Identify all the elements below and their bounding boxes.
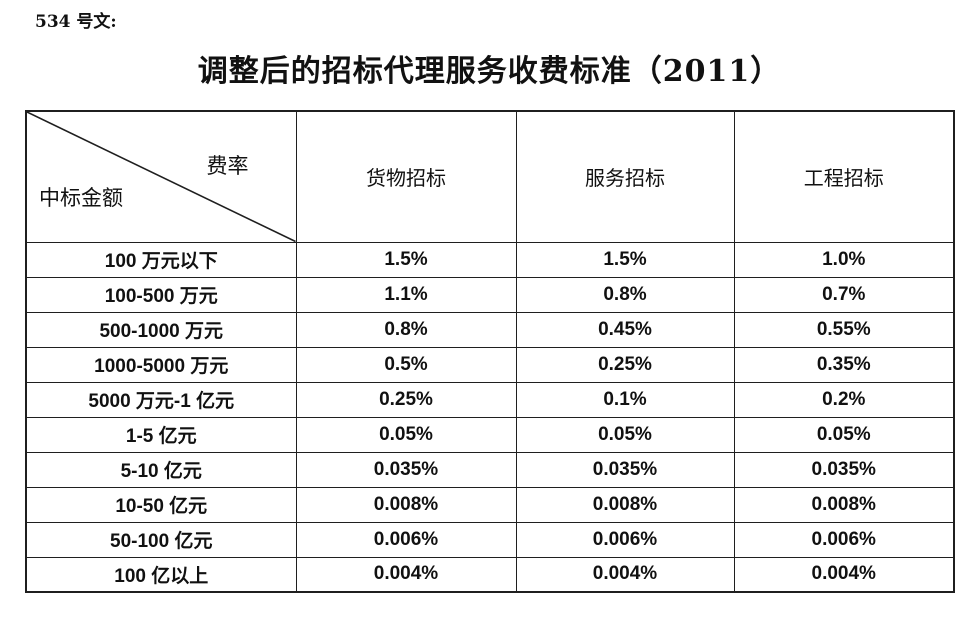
rate-value: 0.25% bbox=[515, 346, 735, 383]
rate-value: 0.008% bbox=[295, 486, 517, 523]
row-label: 10-50 亿元 bbox=[25, 486, 297, 523]
fee-standard-table: 费率 中标金额 货物招标 服务招标 工程招标 100 万元以下 1.5% 1.5… bbox=[25, 110, 955, 593]
page-title: 调整后的招标代理服务收费标准（2011） bbox=[197, 54, 782, 89]
col-header-service: 服务招标 bbox=[515, 110, 735, 243]
row-label: 100-500 万元 bbox=[25, 276, 297, 313]
table-row: 100 万元以下 1.5% 1.5% 1.0% bbox=[25, 241, 955, 278]
rate-value: 0.35% bbox=[733, 346, 955, 383]
table-row: 100 亿以上 0.004% 0.004% 0.004% bbox=[25, 556, 955, 593]
rate-value: 0.004% bbox=[295, 556, 517, 593]
table-row: 5000 万元-1 亿元 0.25% 0.1% 0.2% bbox=[25, 381, 955, 418]
rate-value: 0.8% bbox=[295, 311, 517, 348]
corner-header-cell: 费率 中标金额 bbox=[25, 110, 297, 243]
table-row: 1000-5000 万元 0.5% 0.25% 0.35% bbox=[25, 346, 955, 383]
rate-value: 0.035% bbox=[733, 451, 955, 488]
rate-value: 0.006% bbox=[733, 521, 955, 558]
rate-value: 0.008% bbox=[515, 486, 735, 523]
table-row: 100-500 万元 1.1% 0.8% 0.7% bbox=[25, 276, 955, 313]
diagonal-divider bbox=[27, 112, 296, 242]
rate-value: 0.035% bbox=[515, 451, 735, 488]
document-number: 534 号文: bbox=[35, 12, 117, 32]
corner-label-rate: 费率 bbox=[206, 154, 249, 178]
rate-value: 0.004% bbox=[733, 556, 955, 593]
table-header-row: 费率 中标金额 货物招标 服务招标 工程招标 bbox=[25, 110, 955, 243]
col-header-goods: 货物招标 bbox=[295, 110, 517, 243]
rate-value: 1.5% bbox=[295, 241, 517, 278]
rate-value: 0.8% bbox=[515, 276, 735, 313]
rate-value: 0.5% bbox=[295, 346, 517, 383]
rate-value: 0.55% bbox=[733, 311, 955, 348]
table-row: 50-100 亿元 0.006% 0.006% 0.006% bbox=[25, 521, 955, 558]
table-row: 5-10 亿元 0.035% 0.035% 0.035% bbox=[25, 451, 955, 488]
row-label: 100 万元以下 bbox=[25, 241, 297, 278]
row-label: 1000-5000 万元 bbox=[25, 346, 297, 383]
rate-value: 0.05% bbox=[295, 416, 517, 453]
rate-value: 0.035% bbox=[295, 451, 517, 488]
table-row: 500-1000 万元 0.8% 0.45% 0.55% bbox=[25, 311, 955, 348]
rate-value: 1.5% bbox=[515, 241, 735, 278]
rate-value: 0.004% bbox=[515, 556, 735, 593]
rate-value: 0.2% bbox=[733, 381, 955, 418]
rate-value: 1.1% bbox=[295, 276, 517, 313]
row-label: 5000 万元-1 亿元 bbox=[25, 381, 297, 418]
rate-value: 0.008% bbox=[733, 486, 955, 523]
rate-value: 1.0% bbox=[733, 241, 955, 278]
rate-value: 0.25% bbox=[295, 381, 517, 418]
corner-label-amount: 中标金额 bbox=[39, 185, 123, 210]
table-row: 10-50 亿元 0.008% 0.008% 0.008% bbox=[25, 486, 955, 523]
rate-value: 0.1% bbox=[515, 381, 735, 418]
rate-value: 0.7% bbox=[733, 276, 955, 313]
rate-value: 0.006% bbox=[295, 521, 517, 558]
row-label: 50-100 亿元 bbox=[25, 521, 297, 558]
row-label: 1-5 亿元 bbox=[25, 416, 297, 453]
rate-value: 0.006% bbox=[515, 521, 735, 558]
col-header-engineering: 工程招标 bbox=[733, 110, 955, 243]
row-label: 100 亿以上 bbox=[25, 556, 297, 593]
rate-value: 0.05% bbox=[515, 416, 735, 453]
row-label: 5-10 亿元 bbox=[25, 451, 297, 488]
rate-value: 0.05% bbox=[733, 416, 955, 453]
row-label: 500-1000 万元 bbox=[25, 311, 297, 348]
rate-value: 0.45% bbox=[515, 311, 735, 348]
table-row: 1-5 亿元 0.05% 0.05% 0.05% bbox=[25, 416, 955, 453]
